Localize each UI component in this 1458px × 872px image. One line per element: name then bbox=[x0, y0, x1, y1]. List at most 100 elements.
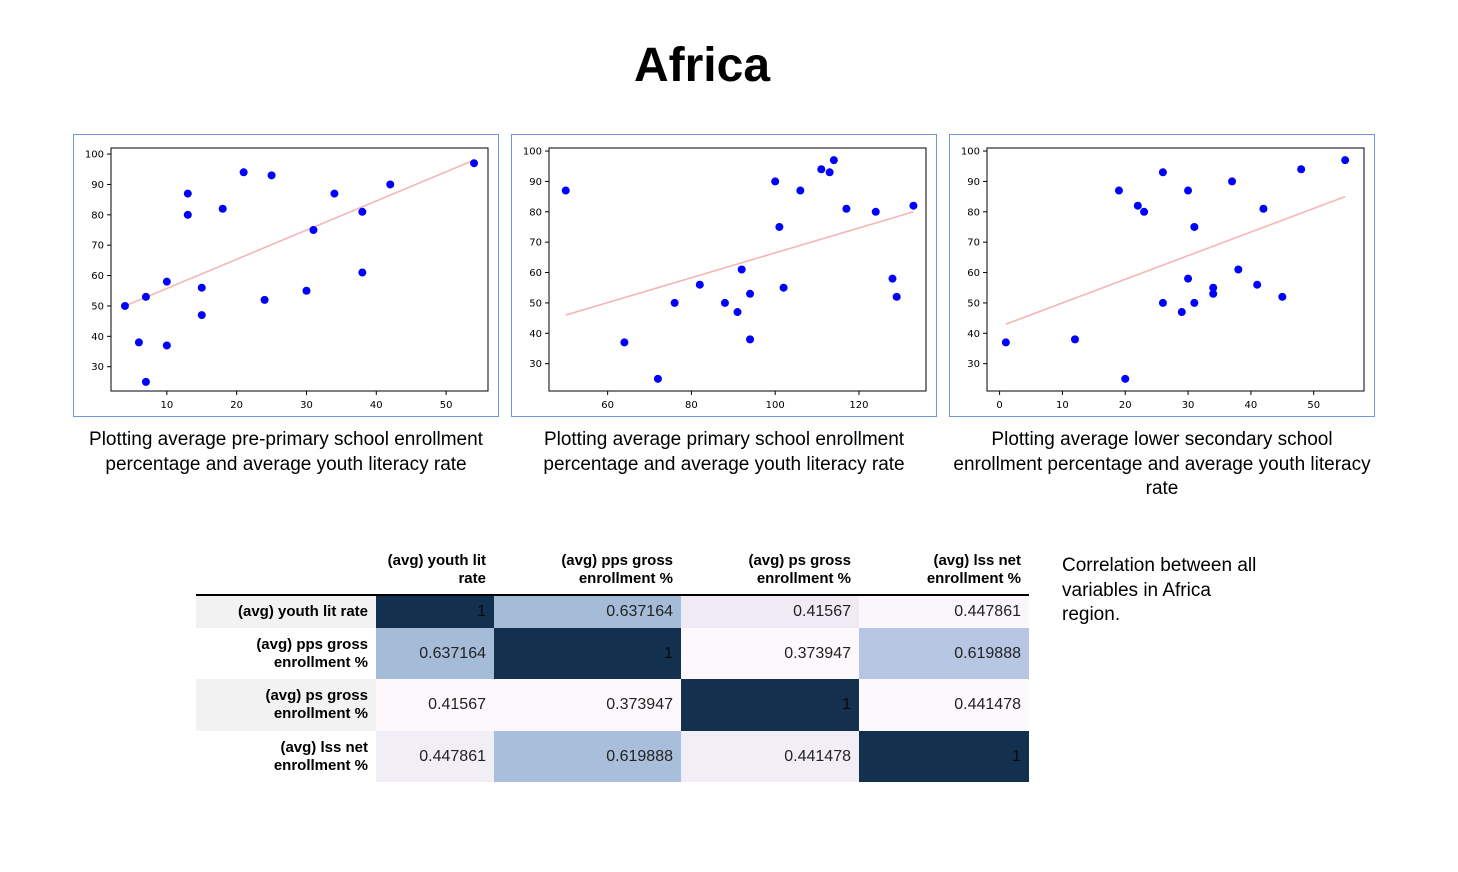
y-tick-label: 30 bbox=[967, 359, 980, 370]
y-tick-label: 100 bbox=[85, 150, 104, 161]
data-point bbox=[653, 374, 662, 383]
column-header: (avg) pps gross enrollment % bbox=[494, 548, 681, 596]
y-tick-label: 50 bbox=[967, 298, 980, 309]
data-point bbox=[386, 180, 395, 189]
correlation-cell: 0.441478 bbox=[681, 731, 859, 782]
data-point bbox=[358, 268, 367, 277]
data-point bbox=[1158, 168, 1167, 177]
table-corner-cell bbox=[196, 548, 376, 596]
correlation-table: (avg) youth lit rate (avg) pps gross enr… bbox=[196, 548, 1029, 782]
x-tick-label: 40 bbox=[1245, 400, 1258, 411]
data-point bbox=[733, 308, 742, 317]
y-tick-label: 70 bbox=[967, 238, 980, 249]
y-tick-label: 80 bbox=[967, 207, 980, 218]
data-point bbox=[892, 292, 901, 301]
row-header: (avg) ps gross enrollment % bbox=[196, 679, 376, 731]
y-tick-label: 100 bbox=[523, 147, 542, 158]
table-header-row: (avg) youth lit rate (avg) pps gross enr… bbox=[196, 548, 1029, 596]
data-point bbox=[779, 283, 788, 292]
correlation-cell: 0.447861 bbox=[376, 731, 494, 782]
data-point bbox=[197, 283, 206, 292]
data-point bbox=[720, 298, 729, 307]
chart-caption-lower-secondary: Plotting average lower secondary school … bbox=[953, 429, 1371, 499]
data-point bbox=[267, 171, 276, 180]
data-point bbox=[1190, 222, 1199, 231]
correlation-cell: 0.41567 bbox=[681, 595, 859, 628]
data-point bbox=[183, 210, 192, 219]
plot-area-frame bbox=[548, 147, 927, 392]
y-tick-label: 70 bbox=[529, 238, 542, 249]
x-tick-label: 20 bbox=[1119, 400, 1132, 411]
x-tick-label: 100 bbox=[766, 400, 785, 411]
data-point bbox=[695, 280, 704, 289]
data-point bbox=[817, 165, 826, 174]
y-tick-label: 30 bbox=[91, 362, 104, 373]
data-point bbox=[1341, 156, 1350, 165]
data-point bbox=[1184, 186, 1193, 195]
x-tick-label: 40 bbox=[370, 400, 383, 411]
data-point bbox=[1121, 374, 1130, 383]
correlation-note: Correlation between all variables in Afr… bbox=[1062, 555, 1257, 625]
correlation-cell: 0.447861 bbox=[859, 595, 1029, 628]
data-point bbox=[1259, 204, 1268, 213]
data-point bbox=[1228, 177, 1237, 186]
data-point bbox=[1209, 289, 1218, 298]
y-tick-label: 40 bbox=[91, 332, 104, 343]
data-point bbox=[825, 168, 834, 177]
y-tick-label: 60 bbox=[967, 268, 980, 279]
data-point bbox=[302, 286, 311, 295]
data-point bbox=[134, 338, 143, 347]
correlation-cell: 0.637164 bbox=[494, 595, 681, 628]
scatter-chart-lower-secondary: 0 10 20 30 40 50 30 40 50 60 70 80 90 100 bbox=[949, 134, 1375, 417]
x-tick-label: 60 bbox=[601, 400, 614, 411]
x-tick-label: 50 bbox=[1307, 400, 1320, 411]
data-point bbox=[141, 377, 150, 386]
y-tick-label: 70 bbox=[91, 241, 104, 252]
x-tick-label: 0 bbox=[996, 400, 1002, 411]
table-row: (avg) pps gross enrollment % 0.637164 1 … bbox=[196, 628, 1029, 679]
row-header: (avg) pps gross enrollment % bbox=[196, 628, 376, 679]
x-tick-label: 30 bbox=[300, 400, 313, 411]
data-point bbox=[1209, 283, 1218, 292]
data-point bbox=[239, 168, 248, 177]
y-tick-label: 90 bbox=[91, 180, 104, 191]
scatter-plot-lower-secondary: 0 10 20 30 40 50 30 40 50 60 70 80 90 100 bbox=[961, 147, 1365, 411]
scatter-chart-pre-primary: 10 20 30 40 50 30 40 50 60 70 80 90 100 bbox=[73, 134, 499, 417]
data-point bbox=[871, 207, 880, 216]
y-tick-label: 90 bbox=[529, 177, 542, 188]
data-point bbox=[1184, 274, 1193, 283]
correlation-cell: 0.619888 bbox=[859, 628, 1029, 679]
data-point bbox=[909, 201, 918, 210]
y-tick-label: 50 bbox=[529, 298, 542, 309]
data-point bbox=[1253, 280, 1262, 289]
data-point bbox=[829, 156, 838, 165]
chart-caption-pre-primary: Plotting average pre-primary school enro… bbox=[89, 429, 483, 475]
data-point bbox=[1140, 207, 1149, 216]
row-header: (avg) youth lit rate bbox=[196, 595, 376, 628]
correlation-cell: 0.373947 bbox=[681, 628, 859, 679]
correlation-cell: 0.619888 bbox=[494, 731, 681, 782]
data-point bbox=[746, 335, 755, 344]
table-row: (avg) lss net enrollment % 0.447861 0.61… bbox=[196, 731, 1029, 782]
data-point bbox=[1190, 298, 1199, 307]
x-tick-label: 80 bbox=[685, 400, 698, 411]
plot-area-frame bbox=[110, 147, 489, 392]
correlation-cell: 1 bbox=[681, 679, 859, 731]
scatter-chart-primary: 60 80 100 120 30 40 50 60 70 80 90 100 bbox=[511, 134, 937, 417]
data-point bbox=[1177, 308, 1186, 317]
data-point bbox=[1158, 298, 1167, 307]
y-tick-label: 30 bbox=[529, 359, 542, 370]
y-tick-label: 50 bbox=[91, 301, 104, 312]
column-header: (avg) youth lit rate bbox=[376, 548, 494, 596]
y-tick-label: 60 bbox=[91, 271, 104, 282]
row-header: (avg) lss net enrollment % bbox=[196, 731, 376, 782]
x-tick-label: 20 bbox=[230, 400, 243, 411]
page-title: Africa bbox=[633, 39, 771, 92]
data-point bbox=[670, 298, 679, 307]
y-tick-label: 40 bbox=[967, 329, 980, 340]
x-tick-label: 10 bbox=[1056, 400, 1069, 411]
table-row: (avg) youth lit rate 1 0.637164 0.41567 … bbox=[196, 595, 1029, 628]
column-header: (avg) lss net enrollment % bbox=[859, 548, 1029, 596]
x-tick-label: 10 bbox=[160, 400, 173, 411]
table-row: (avg) ps gross enrollment % 0.41567 0.37… bbox=[196, 679, 1029, 731]
